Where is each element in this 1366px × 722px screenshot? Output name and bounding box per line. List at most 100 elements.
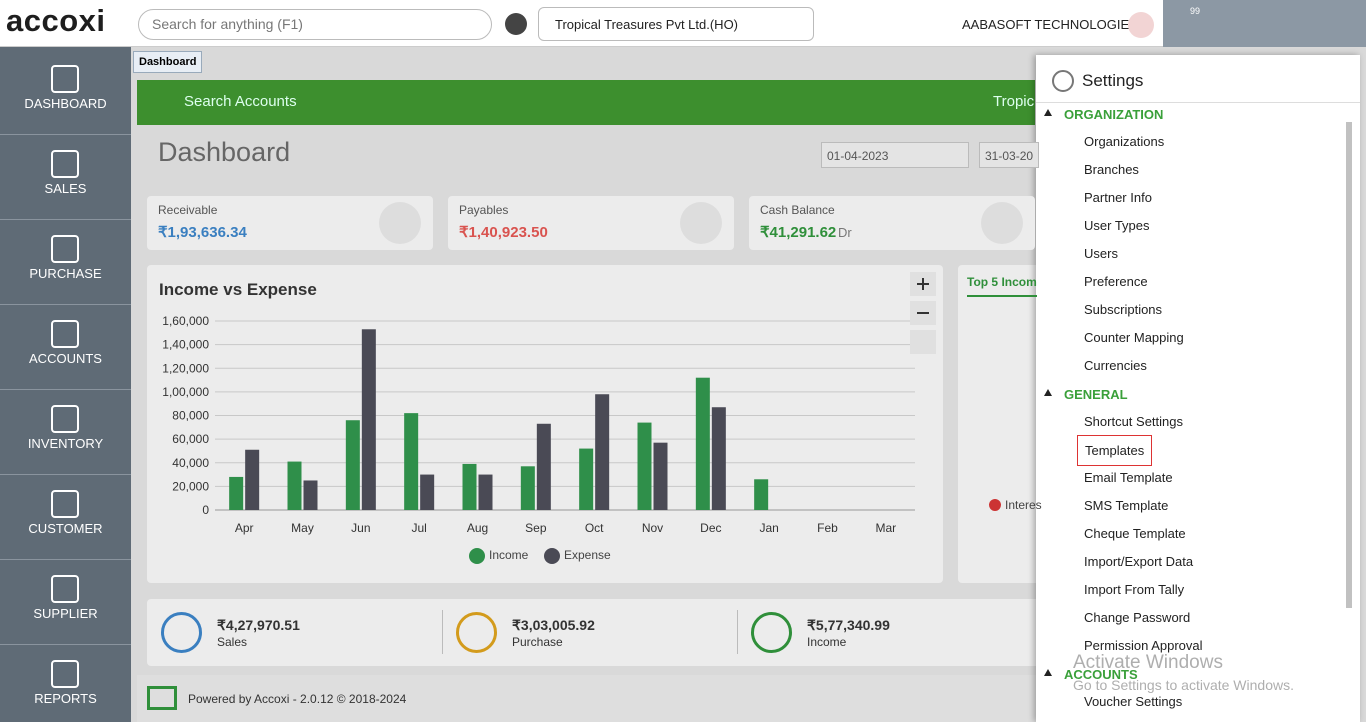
watermark-title: Activate Windows <box>1073 652 1223 673</box>
settings-title: Settings <box>1082 71 1144 90</box>
sidebar-divider <box>0 644 131 645</box>
topbar-tools <box>1163 0 1366 47</box>
sidebar-item[interactable]: PURCHASE <box>29 266 102 281</box>
sidebar-icon <box>51 660 79 688</box>
sidebar-item[interactable]: SUPPLIER <box>33 606 98 621</box>
add-button[interactable] <box>505 13 527 35</box>
settings-item[interactable]: Partner Info <box>1084 190 1152 205</box>
totals-panel <box>147 599 1047 666</box>
banner <box>137 80 1035 125</box>
sidebar-divider <box>0 389 131 390</box>
sidebar-icon <box>51 405 79 433</box>
watermark-text: Go to Settings to activate Windows. <box>1073 677 1294 693</box>
card-label: Cash Balance <box>760 203 835 217</box>
sidebar-divider <box>0 134 131 135</box>
settings-item[interactable]: Voucher Settings <box>1084 694 1183 709</box>
sidebar-item[interactable]: REPORTS <box>34 691 97 706</box>
totals-amount: ₹3,03,005.92 <box>512 617 595 633</box>
settings-header-line <box>1036 102 1360 103</box>
sidebar-divider <box>0 474 131 475</box>
settings-item[interactable]: Users <box>1084 246 1118 261</box>
totals-icon <box>456 612 497 653</box>
top5-panel <box>958 265 1048 583</box>
settings-item[interactable]: Counter Mapping <box>1084 330 1184 345</box>
footer-logo <box>147 686 177 710</box>
settings-icon <box>1052 70 1074 92</box>
banner-company: Tropic <box>993 93 1035 110</box>
date-from[interactable]: 01-04-2023 <box>821 142 969 168</box>
settings-item[interactable]: Organizations <box>1084 134 1165 149</box>
settings-item[interactable]: Preference <box>1084 274 1148 289</box>
totals-label: Income <box>807 635 847 649</box>
tab[interactable]: Dashboard <box>133 51 203 73</box>
sidebar-icon <box>51 65 79 93</box>
banner-search[interactable]: Search Accounts <box>184 93 297 110</box>
settings-item[interactable]: Subscriptions <box>1084 302 1163 317</box>
card-label: Payables <box>459 203 509 217</box>
sidebar-divider <box>0 559 131 560</box>
top5-legend-dot <box>989 499 1001 511</box>
card-amount: ₹41,291.62 <box>760 224 837 241</box>
search-box[interactable]: Search for anything (F1) <box>138 9 492 40</box>
settings-item[interactable]: Import From Tally <box>1084 582 1185 597</box>
sidebar-item[interactable]: DASHBOARD <box>24 96 107 111</box>
sidebar <box>0 47 131 722</box>
settings-item[interactable]: Shortcut Settings <box>1084 414 1183 429</box>
settings-group[interactable]: GENERAL <box>1064 387 1128 402</box>
sidebar-item[interactable]: ACCOUNTS <box>29 351 102 366</box>
group-toggle[interactable] <box>1044 389 1052 396</box>
card-icon <box>981 202 1023 244</box>
totals-label: Sales <box>217 635 248 649</box>
card-icon <box>680 202 722 244</box>
totals-label: Purchase <box>512 635 563 649</box>
settings-item[interactable]: Currencies <box>1084 358 1147 373</box>
settings-scrollbar <box>1346 122 1352 608</box>
sidebar-icon <box>51 235 79 263</box>
totals-divider <box>737 610 738 654</box>
footer-text: Powered by Accoxi - 2.0.12 © 2018-2024 <box>188 692 407 706</box>
totals-amount: ₹4,27,970.51 <box>217 617 300 633</box>
settings-panel <box>1036 55 1360 722</box>
top5-legend: Interes <box>1005 498 1042 512</box>
totals-amount: ₹5,77,340.99 <box>807 617 890 633</box>
card-suffix: Dr <box>838 225 852 240</box>
settings-close[interactable] <box>1330 62 1350 88</box>
company-select[interactable]: Tropical Treasures Pvt Ltd.(HO) <box>538 7 814 41</box>
settings-item[interactable]: Templates <box>1077 435 1153 466</box>
chart-panel <box>147 265 943 583</box>
sidebar-icon <box>51 490 79 518</box>
settings-group[interactable]: ORGANIZATION <box>1064 107 1164 122</box>
org-name[interactable]: AABASOFT TECHNOLOGIES <box>962 17 1138 32</box>
settings-item[interactable]: Email Template <box>1084 470 1173 485</box>
user-avatar[interactable] <box>1128 12 1154 38</box>
top5-title: Top 5 Incom <box>967 275 1037 297</box>
card-label: Receivable <box>158 203 218 217</box>
sidebar-icon <box>51 575 79 603</box>
card-amount: ₹1,93,636.34 <box>158 224 247 241</box>
settings-item[interactable]: Import/Export Data <box>1084 554 1194 569</box>
sidebar-item[interactable]: INVENTORY <box>27 436 104 451</box>
settings-item[interactable]: Branches <box>1084 162 1139 177</box>
page-title: Dashboard <box>158 137 291 167</box>
settings-item[interactable]: SMS Template <box>1084 498 1169 513</box>
sidebar-item[interactable]: SALES <box>44 181 87 196</box>
totals-divider <box>442 610 443 654</box>
settings-item[interactable]: Cheque Template <box>1084 526 1186 541</box>
totals-icon <box>751 612 792 653</box>
footer <box>137 675 1037 722</box>
logo: accoxi <box>6 3 106 38</box>
settings-item[interactable]: Change Password <box>1084 610 1191 625</box>
settings-item[interactable]: Permission Approval <box>1084 638 1203 653</box>
sidebar-divider <box>0 304 131 305</box>
group-toggle[interactable] <box>1044 669 1052 676</box>
card-amount: ₹1,40,923.50 <box>459 224 548 241</box>
settings-group[interactable]: ACCOUNTS <box>1064 667 1138 682</box>
settings-item[interactable]: User Types <box>1084 218 1150 233</box>
group-toggle[interactable] <box>1044 109 1052 116</box>
date-to[interactable]: 31-03-20 <box>979 142 1039 168</box>
totals-icon <box>161 612 202 653</box>
card-icon <box>379 202 421 244</box>
sidebar-icon <box>51 320 79 348</box>
sidebar-item[interactable]: CUSTOMER <box>28 521 103 536</box>
